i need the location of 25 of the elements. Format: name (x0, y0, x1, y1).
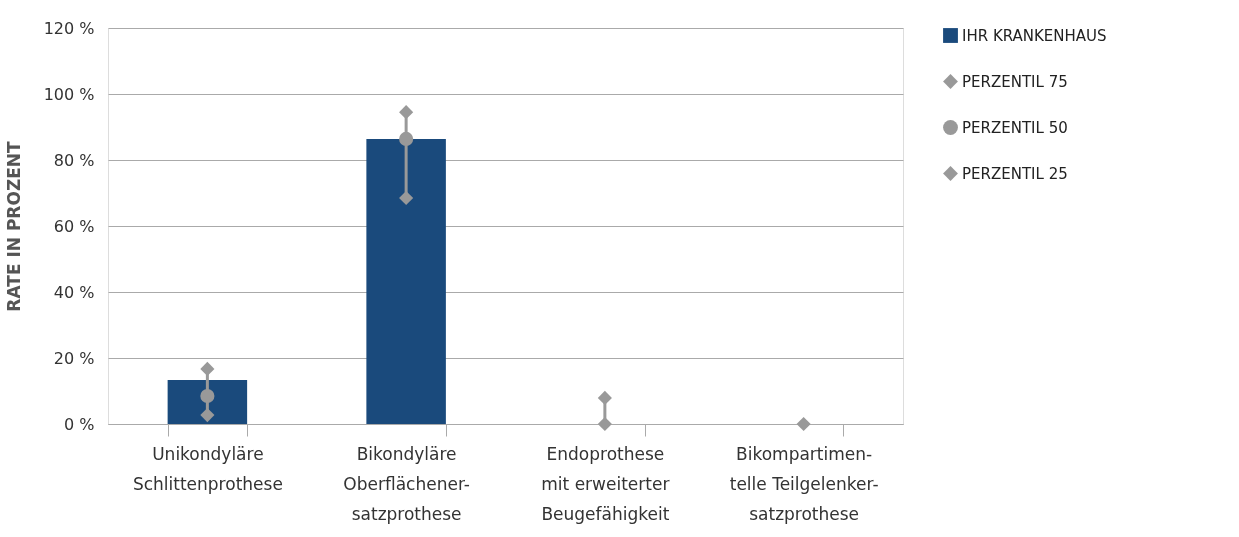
point (597, 390, 612, 405)
y-tick-label: 80 % (53, 150, 95, 170)
point (796, 416, 811, 432)
legend-label: PERZENTIL 75 (962, 72, 1068, 91)
point (399, 131, 414, 146)
y-tick-label: 0 % (64, 414, 95, 434)
point (597, 416, 612, 432)
point (200, 408, 215, 423)
point (200, 361, 215, 376)
y-tick-label: 100 % (43, 84, 95, 104)
legend-label: PERZENTIL 50 (962, 118, 1068, 137)
point (399, 105, 414, 120)
y-axis-title: RATE IN PROZENT (3, 140, 24, 312)
point (200, 388, 215, 404)
x-tick-label: Bikompartimen- telle Teilgelenker- satzprothese (729, 443, 879, 524)
y-tick-label: 20 % (53, 348, 95, 368)
legend-label: PERZENTIL 25 (962, 164, 1068, 183)
x-tick-label: Unikondyläre Schlittenprothese (132, 443, 283, 494)
x-tick-label: Endoprothese mit erweiterter Beugefähigkeit (541, 443, 670, 524)
y-tick-label: 120 % (43, 18, 95, 38)
x-tick-label: Bikondyläre Oberflächener- satzprothese (343, 443, 470, 524)
point (399, 190, 414, 206)
y-tick-label: 40 % (53, 282, 95, 302)
y-tick-label: 60 % (53, 216, 95, 236)
legend-label: IHR KRANKENHAUS (962, 26, 1107, 45)
